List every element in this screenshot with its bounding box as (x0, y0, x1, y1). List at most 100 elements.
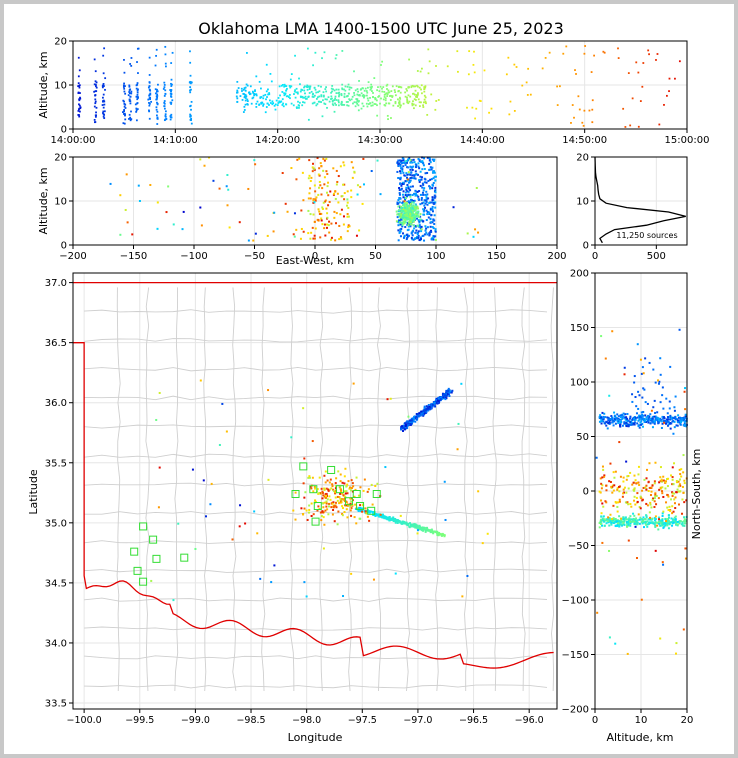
east-west-source (428, 201, 431, 204)
plan-view-source (327, 489, 330, 492)
east-west-source (320, 212, 323, 215)
east-west-source (404, 204, 407, 207)
north-south-source (623, 366, 626, 369)
east-west-source (335, 169, 338, 172)
east-west-source (410, 199, 413, 202)
altitude-time-source (155, 54, 157, 57)
altitude-time-source (95, 81, 98, 84)
north-south-source (627, 521, 630, 524)
east-west-source (320, 193, 323, 196)
plan-view-source (418, 412, 421, 415)
east-west-source (399, 172, 402, 175)
altitude-time-source (330, 91, 332, 94)
altitude-time-source (154, 64, 157, 67)
altitude-time-source (369, 102, 372, 105)
north-south-source (671, 478, 674, 481)
altitude-time-source (457, 70, 459, 73)
east-west-source (402, 200, 405, 203)
east-west-source (417, 207, 420, 210)
east-west-source (333, 192, 336, 195)
north-south-ytick-label: −100 (562, 596, 589, 607)
north-south-source (647, 518, 650, 521)
plan-view-source (332, 508, 335, 511)
altitude-time-source (130, 118, 133, 121)
altitude-time-source (246, 98, 249, 101)
plan-view-source (441, 394, 444, 397)
east-west-source (401, 225, 404, 228)
altitude-time-source (473, 50, 475, 53)
plan-view-source (368, 510, 371, 513)
plan-view-source (353, 495, 356, 498)
plan-view-xtick-label: −98.5 (236, 715, 265, 726)
east-west-source (431, 171, 434, 174)
east-west-source (402, 161, 405, 164)
plan-view-source (328, 495, 331, 498)
altitude-time-source (164, 45, 167, 48)
east-west-source (322, 169, 325, 172)
altitude-time-source (148, 94, 151, 97)
east-west-source (407, 166, 410, 169)
east-west-source (421, 182, 424, 185)
altitude-time-source (255, 75, 258, 78)
east-west-source (323, 223, 326, 226)
plan-view-source (415, 526, 418, 529)
north-south-source (649, 413, 652, 416)
altitude-time-source (391, 95, 394, 98)
altitude-time-source (354, 105, 357, 108)
east-west-source (406, 207, 409, 210)
north-south-source (614, 501, 617, 504)
north-south-ytick-label: −200 (562, 705, 589, 716)
east-west-source (412, 165, 415, 168)
altitude-time-source (135, 110, 138, 113)
north-south-source (654, 411, 657, 414)
plan-view-ytick-label: 36.0 (45, 398, 67, 409)
altitude-time-source (274, 108, 277, 111)
plan-view-source (426, 528, 429, 531)
plan-view-source (310, 487, 313, 490)
plan-view-source (308, 508, 311, 511)
north-south-source (684, 413, 687, 416)
east-west-source (410, 218, 413, 221)
altitude-time-source (325, 90, 328, 93)
county-line (521, 287, 526, 691)
plan-view-source (434, 405, 437, 408)
plan-view-source (320, 487, 323, 490)
east-west-source (403, 202, 406, 205)
east-west-source (434, 230, 437, 233)
north-south-source (667, 418, 670, 421)
altitude-time-source (253, 93, 256, 96)
altitude-time-source (321, 115, 324, 118)
east-west-xtick-label: −50 (244, 251, 265, 262)
altitude-time-source (128, 84, 131, 87)
altitude-time-source (326, 98, 328, 101)
north-south-source (656, 524, 659, 527)
altitude-time-source (128, 118, 130, 120)
north-south-source (664, 422, 667, 425)
east-west-source (301, 171, 304, 174)
north-south-source (640, 521, 643, 524)
altitude-time-source (357, 109, 360, 112)
plan-view-source (416, 532, 419, 535)
altitude-time-source (265, 106, 268, 108)
altitude-time-source (170, 62, 173, 64)
altitude-time-source (156, 88, 158, 91)
altitude-time-source (472, 63, 475, 66)
east-west-source (425, 219, 428, 222)
east-west-source (415, 217, 418, 220)
north-south-source (616, 524, 619, 527)
east-west-source (408, 216, 411, 219)
north-south-source (668, 522, 671, 525)
north-south-source (626, 501, 629, 504)
east-west-source (415, 229, 418, 232)
east-west-source (410, 236, 413, 239)
east-west-source (356, 184, 359, 187)
east-west-source (318, 210, 321, 213)
plan-view-source (308, 476, 311, 479)
east-west-source (328, 231, 331, 234)
altitude-time-source (78, 99, 81, 102)
north-south-ytick-label: 150 (570, 323, 589, 334)
north-south-source (626, 417, 629, 420)
plan-view-source (423, 412, 426, 415)
east-west-source (318, 212, 321, 215)
north-south-source (671, 524, 674, 527)
